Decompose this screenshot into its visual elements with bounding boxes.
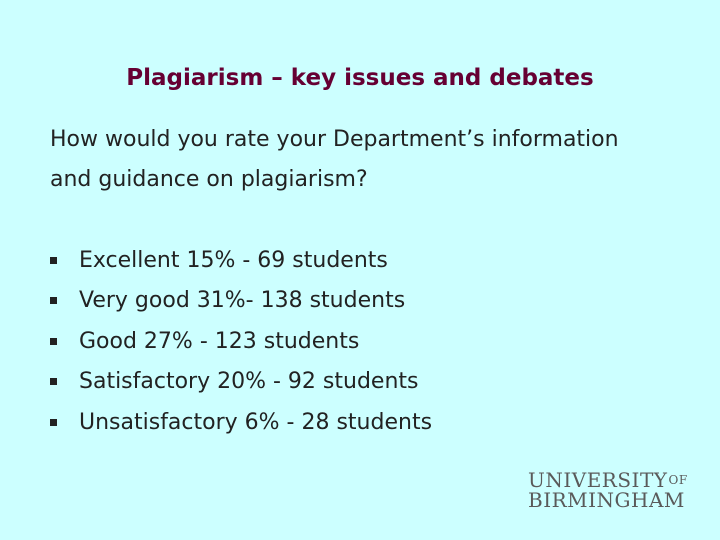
question-line-2: and guidance on plagiarism? (50, 167, 368, 192)
list-item-text: Satisfactory 20% - 92 students (79, 369, 419, 395)
list-item-text: Excellent 15% - 69 students (79, 247, 388, 273)
list-item-text: Good 27% - 123 students (79, 328, 360, 354)
list-item: Good 27% - 123 students (48, 321, 688, 362)
logo-line-2: BIRMINGHAM (528, 488, 685, 512)
logo-of: OF (668, 473, 688, 487)
question-line-1: How would you rate your Department’s inf… (50, 127, 619, 152)
bullet-square-icon (50, 256, 57, 264)
question-text: How would you rate your Department’s inf… (50, 120, 690, 200)
bullet-square-icon (50, 378, 57, 386)
bullet-square-icon (50, 418, 57, 426)
bullet-square-icon (50, 297, 57, 305)
list-item-text: Very good 31%- 138 students (79, 288, 406, 314)
list-item: Satisfactory 20% - 92 students (48, 362, 688, 403)
rating-list: Excellent 15% - 69 students Very good 31… (48, 240, 688, 443)
list-item: Unsatisfactory 6% - 28 students (48, 402, 688, 443)
slide-title: Plagiarism – key issues and debates (126, 65, 594, 91)
list-item: Excellent 15% - 69 students (48, 240, 688, 281)
university-logo: UNIVERSITYOF BIRMINGHAM (528, 470, 698, 510)
logo-line-1: UNIVERSITY (528, 468, 668, 492)
list-item-text: Unsatisfactory 6% - 28 students (79, 409, 433, 435)
list-item: Very good 31%- 138 students (48, 281, 688, 322)
bullet-square-icon (50, 337, 57, 345)
